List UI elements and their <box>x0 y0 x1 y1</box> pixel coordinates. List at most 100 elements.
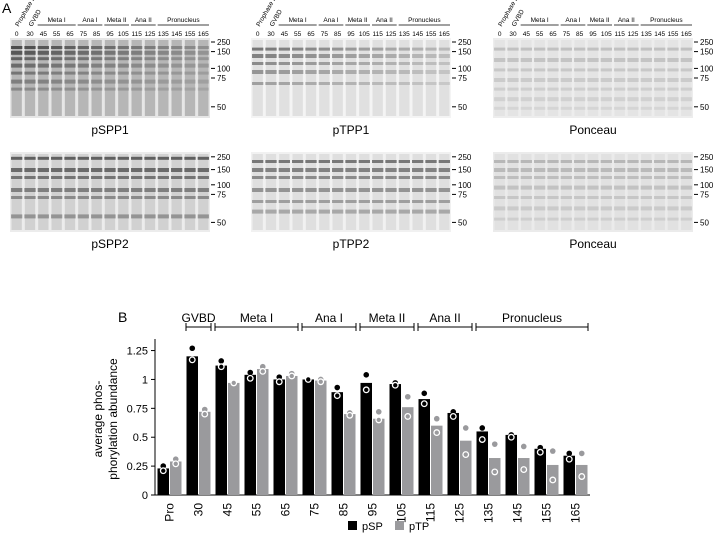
blot-band <box>197 71 209 75</box>
blot-lane <box>11 40 22 116</box>
blot-band <box>560 176 572 179</box>
blot-band <box>640 78 652 82</box>
blot-band <box>171 46 183 49</box>
blot-band <box>157 188 169 192</box>
replicate-point <box>172 456 179 462</box>
blot-band <box>614 176 626 179</box>
blot-band <box>534 176 546 179</box>
blot-band <box>51 176 63 179</box>
blot-band <box>680 106 692 110</box>
legend-label: pSP <box>362 521 383 533</box>
blot-band <box>77 57 89 61</box>
blot-band <box>64 168 76 172</box>
blot-band <box>278 200 290 203</box>
blot-band <box>627 47 639 51</box>
blot-band <box>667 58 679 62</box>
blot-band <box>398 54 410 58</box>
blot-band <box>385 54 397 58</box>
blot-band <box>318 209 330 214</box>
replicate-point <box>404 393 411 400</box>
blot-band <box>131 176 143 179</box>
blot-band <box>64 176 76 179</box>
blot-band <box>131 50 143 55</box>
blot-band <box>507 185 519 190</box>
blot-band <box>345 82 357 85</box>
blot-band <box>640 196 652 199</box>
lane-label: 95 <box>589 31 597 38</box>
lane-label: 165 <box>439 31 450 38</box>
blot-band <box>494 185 506 190</box>
blot-band <box>131 196 143 199</box>
blot-lane <box>654 154 665 230</box>
replicate-point <box>536 448 544 456</box>
marker-label: 250 <box>700 153 714 162</box>
blot-band <box>494 217 506 221</box>
blot-band <box>600 217 612 221</box>
blot-band <box>104 176 116 179</box>
lane-label: 30 <box>509 31 517 38</box>
replicate-point <box>217 363 225 371</box>
blot-band <box>305 200 317 203</box>
bar-psp <box>157 468 169 495</box>
blot-lane <box>118 40 129 116</box>
stage-bracket-label: Meta I <box>240 311 273 325</box>
bar-psp <box>534 448 546 495</box>
blot-band <box>654 185 666 190</box>
blot-lane <box>681 154 692 230</box>
stage-header: Ana II <box>376 17 393 24</box>
blot-band <box>51 87 63 91</box>
replicate-point <box>565 455 573 463</box>
blot-lane <box>131 40 142 116</box>
blot-band <box>614 78 626 82</box>
bar-psp <box>273 379 285 495</box>
blot-band <box>425 200 437 203</box>
blot-band <box>265 188 277 192</box>
blot-band <box>184 168 196 172</box>
x-tick-label: 135 <box>482 503 496 523</box>
blot-band <box>11 46 23 49</box>
x-tick-label: 30 <box>192 503 206 517</box>
blot-band <box>534 217 546 221</box>
bar-ptp <box>489 458 501 495</box>
blot-band <box>654 168 666 172</box>
marker-label: 50 <box>217 103 226 112</box>
blot-band <box>438 54 450 58</box>
blot-band <box>37 87 49 91</box>
stage-header: Ana I <box>565 17 580 24</box>
y-tick-label: 1 <box>142 374 148 386</box>
blot-band <box>144 156 156 160</box>
blot-band <box>547 160 559 163</box>
blot-band <box>600 58 612 62</box>
blot-band <box>372 160 384 163</box>
blot-band <box>587 160 599 163</box>
blot-band <box>627 217 639 221</box>
replicate-point <box>172 460 180 468</box>
blot-band <box>680 176 692 179</box>
blot-band <box>640 68 652 72</box>
replicate-point <box>578 450 585 457</box>
replicate-point <box>421 390 428 397</box>
lane-label: 135 <box>641 31 652 38</box>
blot-band <box>37 176 49 179</box>
blot-lane <box>51 40 62 116</box>
blot-lane <box>292 40 303 116</box>
blot-band <box>412 168 424 172</box>
blot-band <box>560 87 572 91</box>
marker-label: 250 <box>700 38 714 47</box>
x-tick-label: Pro <box>163 503 177 522</box>
blot-band <box>305 188 317 192</box>
blot-band <box>627 185 639 190</box>
blot-band <box>587 185 599 190</box>
blot-band <box>425 160 437 163</box>
blot-band <box>197 176 209 179</box>
blot-band <box>507 58 519 62</box>
blot-band <box>358 82 370 85</box>
blot-band <box>171 71 183 75</box>
stage-header: Meta I <box>531 17 549 24</box>
blot-band <box>144 79 156 84</box>
blot-band <box>144 188 156 192</box>
blot-band <box>438 168 450 172</box>
blot-band <box>627 87 639 91</box>
blot-band <box>654 47 666 51</box>
blot-band <box>680 217 692 221</box>
